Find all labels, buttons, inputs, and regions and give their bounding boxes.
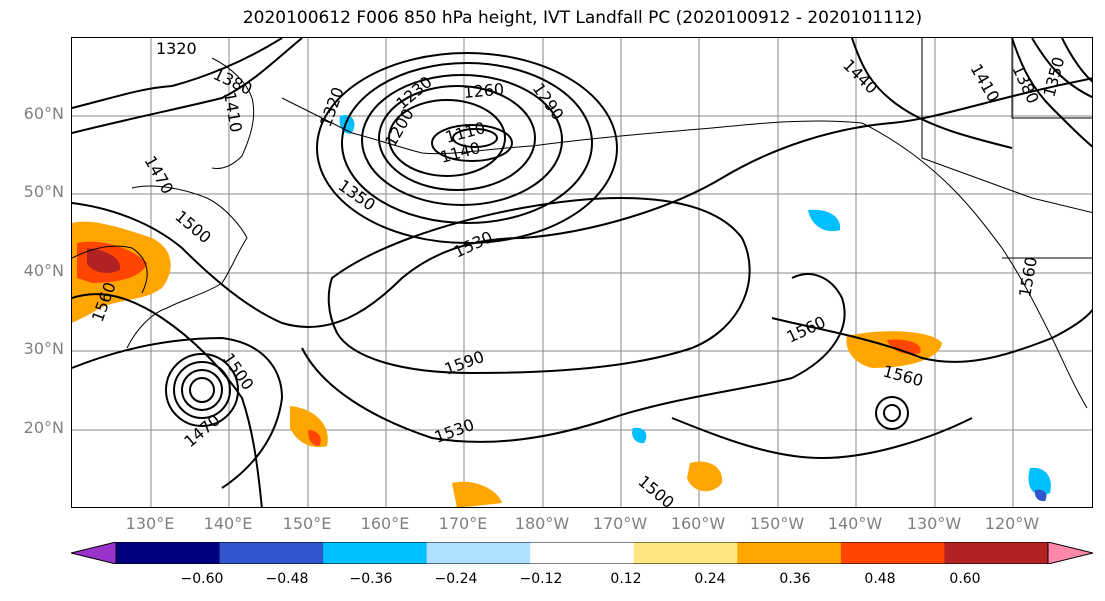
colorbar-tick: −0.36: [349, 571, 393, 587]
contour-label: 1320: [156, 39, 197, 58]
colorbar-segment: [219, 542, 324, 564]
map-panel: 1320 1380 1410 1470 1500 1530 1560 1590 …: [71, 37, 1093, 508]
colorbar-extend-high: [1048, 542, 1093, 564]
contour-label: 1530: [451, 227, 496, 261]
contour-label: 1440: [839, 55, 881, 97]
contour-label: 1560: [784, 312, 829, 346]
lon-label: 130°E: [125, 514, 175, 533]
lon-label: 160°W: [670, 514, 726, 533]
contour-label: 1260: [463, 80, 505, 102]
lat-label: 30°N: [23, 339, 64, 358]
colorbar-tick: 0.36: [779, 571, 811, 587]
colorbar-tick: −0.12: [519, 571, 563, 587]
contour-label: 1500: [171, 207, 214, 248]
lat-label: 50°N: [23, 182, 64, 201]
colorbar-segment: [323, 542, 428, 564]
contour-label: 1500: [634, 472, 677, 508]
contour-label: 1290: [529, 79, 568, 123]
colorbar-segment: [840, 542, 945, 564]
colorbar-extend-low: [71, 542, 116, 564]
contour-label: 1200: [381, 105, 418, 150]
colorbar-tick: −0.24: [434, 571, 478, 587]
lon-label: 170°E: [438, 514, 488, 533]
lat-label: 60°N: [23, 104, 64, 123]
contour-label: 1560: [1015, 255, 1041, 298]
colorbar-segment: [633, 542, 738, 564]
contour-label: 1140: [438, 138, 482, 167]
colorbar-tick: 0.60: [949, 571, 981, 587]
colorbar-segment: [426, 542, 531, 564]
contour-label: 1410: [967, 61, 1004, 106]
lon-label: 120°W: [984, 514, 1040, 533]
contour-label: 1470: [180, 410, 223, 451]
contour-label: 1560: [881, 362, 925, 391]
lat-label: 40°N: [23, 261, 64, 280]
map-canvas: 1320 1380 1410 1470 1500 1530 1560 1590 …: [72, 38, 1092, 508]
lon-label: 140°W: [827, 514, 883, 533]
height-contours: [72, 38, 1092, 507]
lon-label: 170°W: [592, 514, 648, 533]
coastlines: [72, 38, 1092, 409]
colorbar-segment: [944, 542, 1049, 564]
colorbar-tick: 0.12: [610, 571, 642, 587]
colorbar: [71, 542, 1093, 564]
contour-label: 1410: [220, 90, 246, 133]
colorbar-segment: [116, 542, 221, 564]
colorbar-tick: 0.48: [864, 571, 896, 587]
lat-label: 20°N: [23, 418, 64, 437]
lon-label: 150°E: [282, 514, 332, 533]
lon-label: 150°W: [749, 514, 805, 533]
contour-label: 1500: [219, 349, 258, 393]
ivt-shading: [72, 114, 1051, 507]
lon-label: 140°E: [203, 514, 253, 533]
contour-label: 1470: [141, 153, 178, 198]
colorbar-tick: 0.24: [694, 571, 726, 587]
colorbar-tick: −0.60: [180, 571, 224, 587]
colorbar-tick: −0.48: [265, 571, 309, 587]
contour-label: 1380: [1008, 62, 1042, 107]
colorbar-segment: [530, 542, 635, 564]
lon-label: 130°W: [906, 514, 962, 533]
lon-label: 160°E: [360, 514, 410, 533]
colorbar-segment: [737, 542, 842, 564]
lon-label: 180°W: [514, 514, 570, 533]
contour-label: 1350: [1040, 55, 1069, 99]
map-title: 2020100612 F006 850 hPa height, IVT Land…: [242, 8, 923, 28]
